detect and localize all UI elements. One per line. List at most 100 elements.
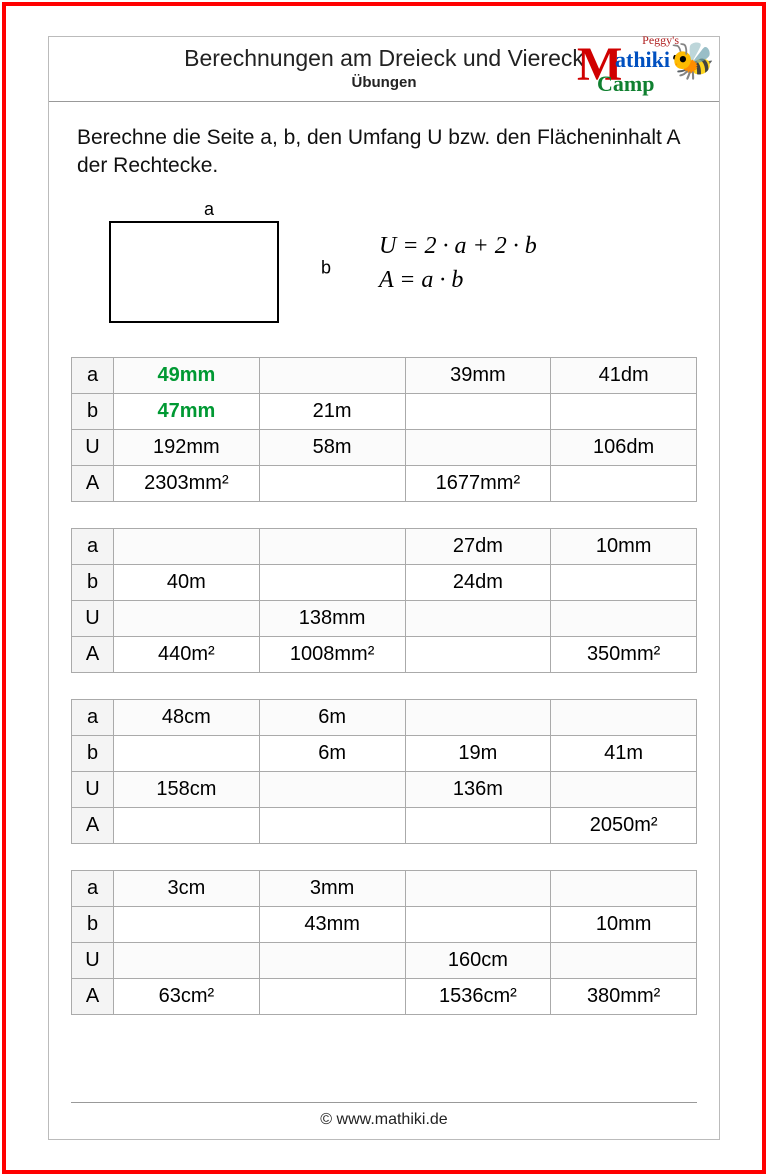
table-cell: 58m	[259, 429, 405, 465]
table-cell: 6m	[259, 699, 405, 735]
row-header: U	[72, 942, 114, 978]
exercise-table: a48cm6mb6m19m41mU158cm136mA2050m²	[71, 699, 697, 844]
table-cell: 2050m²	[551, 807, 697, 843]
table-cell	[405, 393, 551, 429]
row-header: a	[72, 357, 114, 393]
table-cell: 440m²	[114, 636, 260, 672]
table-cell: 138mm	[259, 600, 405, 636]
table-row: A2303mm² 1677mm²	[72, 465, 697, 501]
table-cell	[405, 699, 551, 735]
table-cell: 47mm	[114, 393, 260, 429]
table-cell	[259, 357, 405, 393]
table-cell	[259, 978, 405, 1014]
table-row: b6m19m41m	[72, 735, 697, 771]
formula-area: A = a · b	[379, 264, 537, 298]
diagram-label-b: b	[321, 257, 331, 278]
exercise-table: a49mm39mm41dmb47mm21mU192mm58m106dmA2303…	[71, 357, 697, 502]
table-cell: 48cm	[114, 699, 260, 735]
table-cell	[551, 870, 697, 906]
table-row: A63cm²1536cm²380mm²	[72, 978, 697, 1014]
table-cell	[551, 465, 697, 501]
table-cell	[114, 942, 260, 978]
logo-camp-text: Camp	[597, 71, 654, 97]
rectangle-diagram: a b	[109, 199, 309, 329]
table-cell	[259, 528, 405, 564]
table-cell: 2303mm²	[114, 465, 260, 501]
page-footer: © www.mathiki.de	[71, 1102, 697, 1129]
table-cell: 43mm	[259, 906, 405, 942]
formula-block: U = 2 · a + 2 · b A = a · b	[379, 230, 537, 297]
table-cell: 21m	[259, 393, 405, 429]
diagram-row: a b U = 2 · a + 2 · b A = a · b	[49, 185, 719, 357]
table-cell: 10mm	[551, 528, 697, 564]
row-header: b	[72, 735, 114, 771]
table-row: U192mm58m106dm	[72, 429, 697, 465]
table-cell: 10mm	[551, 906, 697, 942]
row-header: b	[72, 564, 114, 600]
exercise-table: a3cm3mmb 43mm 10mm U 160cmA63cm²1536cm²380mm…	[71, 870, 697, 1015]
table-cell	[405, 429, 551, 465]
footer-link[interactable]: © www.mathiki.de	[320, 1111, 447, 1128]
table-cell	[114, 807, 260, 843]
table-cell	[551, 393, 697, 429]
table-cell: 350mm²	[551, 636, 697, 672]
worksheet-page: Berechnungen am Dreieck und Viereck Übun…	[48, 36, 720, 1140]
table-cell: 41m	[551, 735, 697, 771]
row-header: b	[72, 906, 114, 942]
table-row: a3cm3mm	[72, 870, 697, 906]
row-header: a	[72, 528, 114, 564]
table-cell	[551, 600, 697, 636]
table-cell: 40m	[114, 564, 260, 600]
table-row: U 138mm	[72, 600, 697, 636]
table-cell	[551, 942, 697, 978]
table-cell	[405, 600, 551, 636]
table-cell: 192mm	[114, 429, 260, 465]
table-cell	[114, 528, 260, 564]
table-row: U 160cm	[72, 942, 697, 978]
diagram-label-a: a	[204, 199, 214, 220]
row-header: U	[72, 600, 114, 636]
table-cell	[551, 564, 697, 600]
table-cell: 158cm	[114, 771, 260, 807]
logo-athiki-text: athiki	[615, 47, 670, 73]
table-cell	[114, 735, 260, 771]
table-row: a48cm6m	[72, 699, 697, 735]
table-row: a 27dm10mm	[72, 528, 697, 564]
table-cell	[551, 771, 697, 807]
table-cell: 27dm	[405, 528, 551, 564]
table-row: a49mm39mm41dm	[72, 357, 697, 393]
table-row: b 43mm 10mm	[72, 906, 697, 942]
rectangle-shape	[109, 221, 279, 323]
formula-perimeter: U = 2 · a + 2 · b	[379, 230, 537, 264]
table-cell	[551, 699, 697, 735]
row-header: A	[72, 978, 114, 1014]
row-header: a	[72, 870, 114, 906]
row-header: b	[72, 393, 114, 429]
table-row: A440m²1008mm²350mm²	[72, 636, 697, 672]
table-cell	[405, 870, 551, 906]
page-header: Berechnungen am Dreieck und Viereck Übun…	[49, 37, 719, 102]
table-cell	[405, 636, 551, 672]
table-cell: 1677mm²	[405, 465, 551, 501]
table-cell: 63cm²	[114, 978, 260, 1014]
table-row: A2050m²	[72, 807, 697, 843]
table-cell: 49mm	[114, 357, 260, 393]
table-cell	[114, 906, 260, 942]
row-header: A	[72, 465, 114, 501]
mathiki-logo: Peggy's M athiki Camp 🐝	[577, 31, 717, 111]
instruction-text: Berechne die Seite a, b, den Umfang U bz…	[49, 102, 719, 185]
outer-frame: Berechnungen am Dreieck und Viereck Übun…	[2, 2, 766, 1174]
table-row: U158cm136m	[72, 771, 697, 807]
table-row: b47mm21m	[72, 393, 697, 429]
row-header: a	[72, 699, 114, 735]
table-cell: 160cm	[405, 942, 551, 978]
table-cell: 6m	[259, 735, 405, 771]
row-header: A	[72, 636, 114, 672]
table-cell	[405, 807, 551, 843]
table-cell: 41dm	[551, 357, 697, 393]
table-row: b40m24dm	[72, 564, 697, 600]
table-cell: 380mm²	[551, 978, 697, 1014]
table-cell: 106dm	[551, 429, 697, 465]
table-cell	[259, 564, 405, 600]
table-cell	[114, 600, 260, 636]
